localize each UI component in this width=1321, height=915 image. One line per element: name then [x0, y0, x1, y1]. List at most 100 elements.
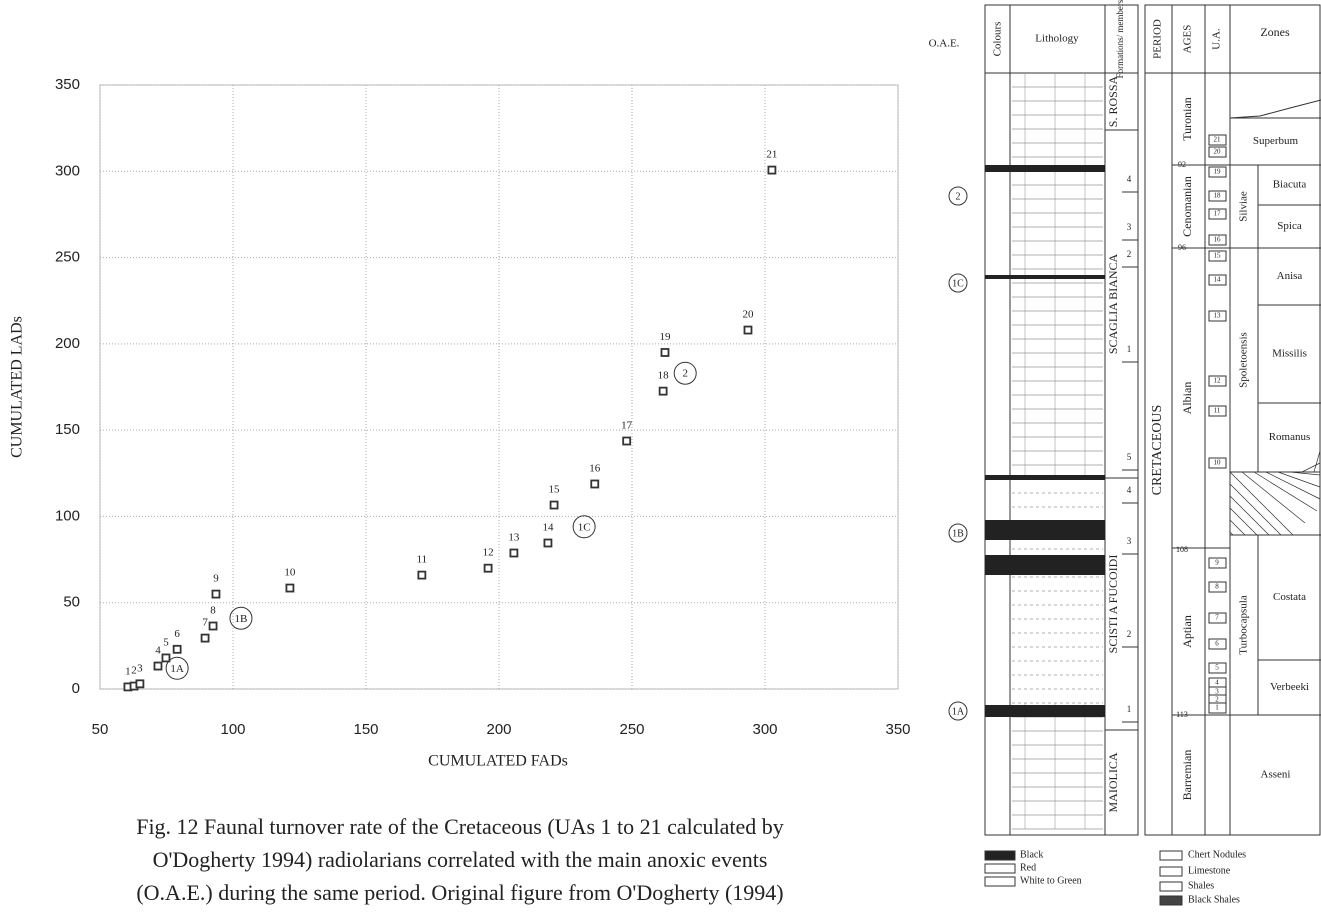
- subzone: Silviae: [1238, 191, 1250, 222]
- black-shale: [985, 520, 1105, 540]
- point: [208, 621, 218, 631]
- ua-label: 19: [1214, 168, 1222, 176]
- point-label: 10: [284, 567, 296, 579]
- age: Aptian: [1180, 615, 1194, 648]
- legend-swatch: [984, 850, 1016, 861]
- member: 2: [1127, 249, 1132, 259]
- point-label: 3: [137, 662, 143, 674]
- ua-label: 5: [1215, 664, 1219, 672]
- x-tick-label: 200: [486, 721, 511, 738]
- point-label: 13: [508, 532, 520, 544]
- point: [483, 563, 493, 573]
- point: [172, 644, 182, 654]
- oae-circle: [948, 186, 968, 206]
- legend-swatch: [984, 876, 1016, 887]
- ua-box: [1208, 234, 1227, 246]
- point: [622, 436, 632, 446]
- age: Cenomanian: [1180, 176, 1194, 237]
- point-label: 1: [125, 665, 131, 677]
- ua-box: [1208, 557, 1227, 569]
- oae-circle: [948, 273, 968, 293]
- x-tick-label: 50: [92, 721, 109, 738]
- age: Albian: [1180, 382, 1194, 415]
- oae-circle: [948, 701, 968, 721]
- hatch: [1289, 471, 1321, 476]
- age-boundary: 108: [1176, 545, 1188, 554]
- ua-box: [1208, 662, 1227, 674]
- point-label: 21: [766, 149, 777, 161]
- zone: Verbeeki: [1270, 681, 1309, 693]
- point-label: 12: [483, 547, 494, 559]
- oae-marker: [165, 656, 189, 680]
- header: U.A.: [1211, 28, 1223, 50]
- point: [153, 661, 163, 671]
- ua-label: 6: [1215, 640, 1219, 648]
- black-shale: [985, 555, 1105, 575]
- x-axis-label: CUMULATED FADs: [428, 753, 568, 770]
- zone: Superbum: [1253, 135, 1299, 147]
- subzone: Spoletoensis: [1238, 332, 1250, 388]
- ua-label: 16: [1214, 236, 1222, 244]
- zone: Biacuta: [1273, 179, 1307, 191]
- black-shale: [985, 165, 1105, 172]
- oae-annotation: 2: [682, 368, 688, 380]
- zone: Spica: [1277, 220, 1302, 232]
- legend-label: Limestone: [1188, 865, 1231, 876]
- ua-box: [1208, 457, 1227, 469]
- point: [590, 479, 600, 489]
- point: [549, 500, 559, 510]
- zone: Asseni: [1261, 769, 1291, 781]
- hatch: [1229, 507, 1258, 536]
- formation: MAIOLICA: [1106, 752, 1120, 812]
- formation: SCISTI A FUCOIDI: [1106, 555, 1120, 654]
- y-tick-label: 300: [55, 162, 80, 179]
- x-tick-label: 150: [353, 721, 378, 738]
- hatch: [1253, 471, 1318, 512]
- oae-annotation: 1B: [235, 613, 248, 625]
- zone-top: [1229, 99, 1321, 119]
- ua-label: 18: [1214, 192, 1222, 200]
- age: Barremian: [1180, 750, 1194, 801]
- hatch: [1301, 462, 1321, 473]
- ua-box: [1208, 146, 1227, 158]
- ua-box: [1208, 310, 1227, 322]
- point-label: 4: [155, 645, 161, 657]
- point-label: 14: [542, 522, 554, 534]
- ua-label: 14: [1214, 276, 1222, 284]
- legend-swatch: [1159, 881, 1183, 892]
- ua-box: [1208, 375, 1227, 387]
- header: O.A.E.: [929, 38, 960, 50]
- member: 1: [1127, 344, 1132, 354]
- point: [200, 633, 210, 643]
- y-tick-label: 200: [55, 335, 80, 352]
- x-tick-label: 350: [885, 721, 910, 738]
- legend-label: White to Green: [1020, 875, 1082, 886]
- ua-box: [1208, 405, 1227, 417]
- hatch: [1277, 471, 1321, 488]
- black-shale: [985, 705, 1105, 717]
- point-label: 8: [210, 605, 216, 617]
- hatch: [1229, 519, 1246, 536]
- oae-marker: [673, 361, 697, 385]
- member: 4: [1127, 485, 1132, 495]
- age-boundary: 92: [1178, 160, 1186, 169]
- point-label: 7: [202, 617, 208, 629]
- header: Colours: [992, 22, 1004, 57]
- oae-annotation: 1C: [578, 521, 591, 533]
- ua-label: 7: [1215, 614, 1219, 622]
- subzone: Turbocapsula: [1238, 595, 1250, 655]
- header: AGES: [1182, 25, 1194, 54]
- point: [543, 538, 553, 548]
- ua-label: 12: [1214, 377, 1222, 385]
- point: [658, 386, 668, 396]
- ua-box: [1208, 166, 1227, 178]
- period: CRETACEOUS: [1150, 405, 1165, 496]
- y-tick-label: 50: [63, 594, 80, 611]
- ua-label: 13: [1214, 312, 1222, 320]
- hatch: [1265, 471, 1321, 500]
- member: 3: [1127, 536, 1132, 546]
- point-label: 16: [589, 463, 601, 475]
- member: 4: [1127, 174, 1132, 184]
- oae-label: 1A: [952, 706, 965, 717]
- zone: Costata: [1273, 591, 1306, 603]
